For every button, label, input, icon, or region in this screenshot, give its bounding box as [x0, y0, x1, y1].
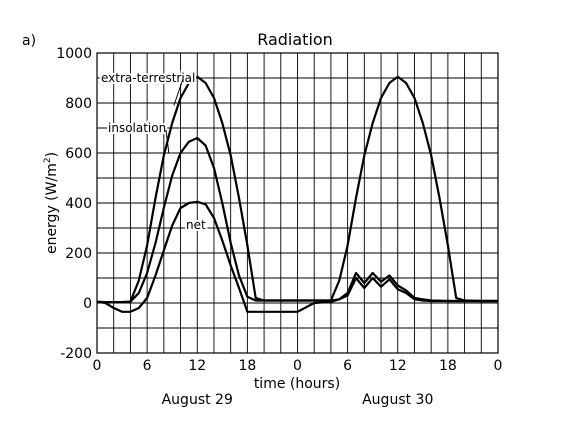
chart-title: Radiation — [257, 30, 333, 49]
day-labels: August 29 August 30 — [162, 392, 434, 408]
x-tick-label: 12 — [389, 358, 407, 374]
x-tick-label: 18 — [238, 358, 256, 374]
plot-frame — [96, 52, 499, 354]
annotation-leader-line — [173, 78, 184, 106]
series-annotation-insolation: insolation — [108, 121, 166, 135]
x-tick-label: 0 — [93, 358, 102, 374]
x-axis-label: time (hours) — [254, 376, 340, 392]
series-annotation-net: net — [186, 218, 206, 232]
x-tick-label: 12 — [188, 358, 206, 374]
day-label: August 29 — [162, 392, 233, 408]
y-tick-label: 200 — [65, 246, 92, 262]
x-tick-label: 0 — [494, 358, 503, 374]
y-tick-label: 0 — [83, 296, 92, 312]
y-tick-label: 400 — [65, 196, 92, 212]
y-tick-labels: -200 0 200 400 600 800 1000 — [56, 46, 92, 362]
x-tick-labels: 0 6 12 18 0 6 12 18 0 — [93, 358, 503, 374]
series-line-net — [96, 200, 498, 313]
y-tick-label: 600 — [65, 146, 92, 162]
x-tick-label: 18 — [439, 358, 457, 374]
y-tick-label: 800 — [65, 96, 92, 112]
day-label: August 30 — [362, 392, 433, 408]
series-annotations: extra-terrestrial insolation net — [99, 69, 208, 234]
x-tick-label: 6 — [143, 358, 152, 374]
y-axis-label-close: ) — [44, 152, 60, 157]
annotation-leader-line — [165, 129, 170, 154]
y-axis-label-superscript: 2 — [43, 157, 53, 163]
y-axis-label-main: energy (W/m — [44, 163, 60, 254]
y-axis-label: energy (W/m2) — [43, 152, 60, 254]
x-tick-label: 0 — [293, 358, 302, 374]
y-tick-label: 1000 — [56, 46, 92, 62]
panel-label: a) — [22, 33, 36, 49]
series-lines — [96, 75, 498, 313]
y-tick-label: -200 — [60, 346, 92, 362]
x-tick-label: 6 — [343, 358, 352, 374]
series-annotation-extra-terrestrial: extra-terrestrial — [101, 71, 195, 85]
grid-lines — [97, 53, 498, 353]
